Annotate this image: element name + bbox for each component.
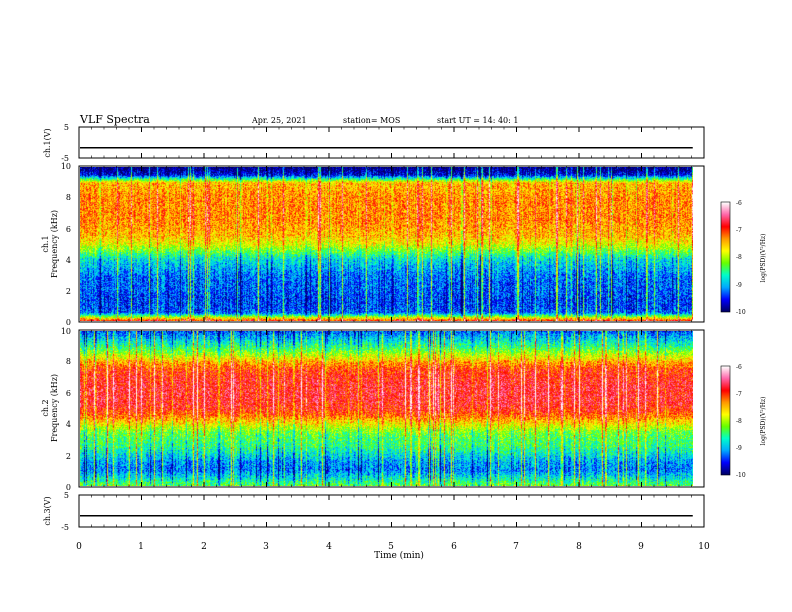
x-tick-6: 6: [451, 542, 457, 552]
x-tick-8: 8: [576, 542, 582, 552]
x-tick-7: 7: [513, 542, 519, 552]
ch2-spectrogram-panel: 0 2 4 6 8 10 ch.2 Frequency (kHz) -6 -7 …: [41, 327, 767, 492]
ch1-freq-tick-8: 8: [66, 193, 71, 202]
ch3-ytick-top: 5: [64, 491, 69, 500]
ch3-voltage-ticks: [78, 495, 705, 527]
ch2-freq-tick-4: 4: [66, 420, 71, 429]
ch1-spectrogram-panel: 0 2 4 6 8 10 ch.1 Frequency (kHz) -6 -7 …: [41, 162, 767, 327]
x-tick-0: 0: [76, 542, 82, 552]
x-tick-10: 10: [698, 542, 710, 552]
ch2-cbar-tick-6: -6: [736, 364, 742, 371]
ch2-cbar-tick-9: -9: [736, 445, 742, 452]
ch1-ytick-top: 5: [64, 123, 69, 132]
ch1-colorbar-frame: [720, 201, 731, 313]
ch1-freq-tick-10: 10: [61, 162, 71, 171]
x-tick-1: 1: [138, 542, 144, 552]
ch1-channel-label: ch.1: [41, 235, 50, 252]
ch2-freq-tick-2: 2: [66, 452, 71, 461]
ch2-freq-tick-6: 6: [66, 389, 71, 398]
ch3-ytick-bottom: -5: [61, 523, 69, 532]
ch2-freq-tick-10: 10: [61, 327, 71, 336]
ch1-freq-tick-4: 4: [66, 256, 71, 265]
ch1-freq-tick-2: 2: [66, 287, 71, 296]
x-axis: 0 1 2 3 4 5 6 7 8 9 10 Time (min): [76, 542, 710, 561]
ch1-freq-tick-6: 6: [66, 225, 71, 234]
x-tick-9: 9: [638, 542, 644, 552]
ch2-colorbar-label: log(PSD)(V²/Hz): [760, 397, 767, 446]
ch1-colorbar-label: log(PSD)(V²/Hz): [760, 234, 767, 283]
ch2-freq-tick-0: 0: [66, 483, 71, 492]
ch3-voltage-ylabel: ch.3(V): [43, 496, 52, 525]
ch1-cbar-tick-10: -10: [736, 309, 746, 316]
x-axis-label: Time (min): [374, 550, 424, 561]
ch2-colorbar: [721, 366, 730, 475]
ch1-voltage-ticks: [78, 127, 705, 158]
x-tick-2: 2: [201, 542, 207, 552]
ch1-colorbar: [721, 202, 730, 312]
ch2-frequency-ylabel: Frequency (kHz): [50, 374, 59, 442]
ch1-spectrogram-image: [80, 167, 693, 321]
ch1-cbar-tick-9: -9: [736, 282, 742, 289]
figure-title: VLF Spectra: [79, 113, 150, 126]
ch1-freq-tick-0: 0: [66, 318, 71, 327]
ch1-voltage-frame: [78, 126, 705, 159]
ch1-frequency-ylabel: Frequency (kHz): [50, 210, 59, 278]
x-tick-3: 3: [263, 542, 269, 552]
ch2-cbar-tick-8: -8: [736, 418, 742, 425]
ch1-cbar-tick-8: -8: [736, 254, 742, 261]
ch1-cbar-tick-6: -6: [736, 200, 742, 207]
ch1-cbar-tick-7: -7: [736, 227, 742, 234]
ch2-spectrogram-image: [80, 331, 693, 486]
ch1-voltage-panel: 5 -5 ch.1(V): [43, 123, 705, 163]
start-time-label: start UT = 14: 40: 1: [437, 116, 518, 125]
station-label: station= MOS: [343, 116, 400, 125]
x-tick-5: 5: [388, 542, 394, 552]
ch2-channel-label: ch.2: [41, 399, 50, 416]
ch2-cbar-tick-7: -7: [736, 391, 742, 398]
ch2-cbar-tick-10: -10: [736, 472, 746, 479]
ch1-ytick-bottom: -5: [61, 154, 69, 163]
date-label: Apr. 25, 2021: [251, 116, 307, 125]
ch3-voltage-panel: 5 -5 ch.3(V): [43, 491, 705, 532]
ch1-spectrogram-ticks: [78, 166, 705, 322]
ch2-colorbar-frame: [720, 365, 731, 476]
x-tick-4: 4: [326, 542, 332, 552]
ch2-freq-tick-8: 8: [66, 357, 71, 366]
ch1-voltage-ylabel: ch.1(V): [43, 128, 52, 157]
ch2-spectrogram-ticks: [78, 330, 705, 487]
